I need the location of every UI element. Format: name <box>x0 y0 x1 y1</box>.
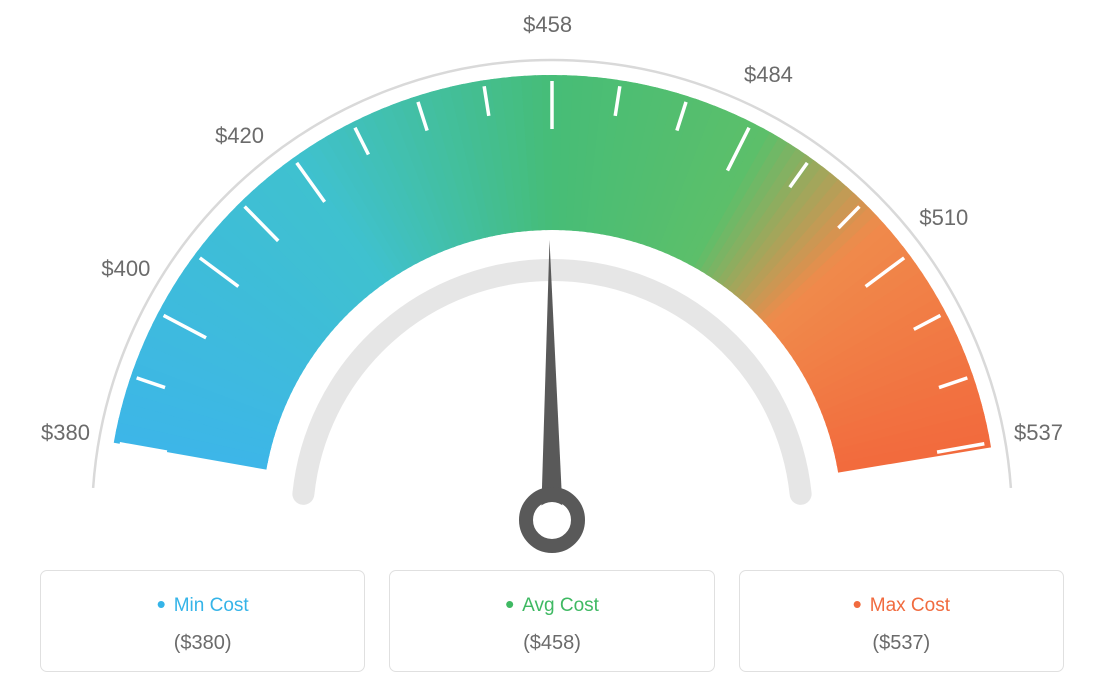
legend-card-avg: Avg Cost ($458) <box>389 570 714 672</box>
legend-avg-value: ($458) <box>390 632 713 655</box>
legend-card-max: Max Cost ($537) <box>739 570 1064 672</box>
legend-max-label: Max Cost <box>740 589 1063 620</box>
legend-min-label: Min Cost <box>41 589 364 620</box>
needle <box>541 240 563 520</box>
tick-label: $420 <box>215 123 264 148</box>
legend-avg-label: Avg Cost <box>390 589 713 620</box>
legend-min-value: ($380) <box>41 632 364 655</box>
gauge-svg: $380 $400 $420 $458 $484 $510 $537 <box>0 0 1104 560</box>
tick-label: $458 <box>523 12 572 37</box>
tick-label: $510 <box>919 205 968 230</box>
tick-label: $400 <box>101 256 150 281</box>
tick-label: $380 <box>41 420 90 445</box>
legend-row: Min Cost ($380) Avg Cost ($458) Max Cost… <box>0 570 1104 672</box>
tick-label: $484 <box>744 62 793 87</box>
cost-gauge: $380 $400 $420 $458 $484 $510 $537 <box>0 0 1104 560</box>
legend-max-value: ($537) <box>740 632 1063 655</box>
legend-card-min: Min Cost ($380) <box>40 570 365 672</box>
tick-label: $537 <box>1014 420 1063 445</box>
